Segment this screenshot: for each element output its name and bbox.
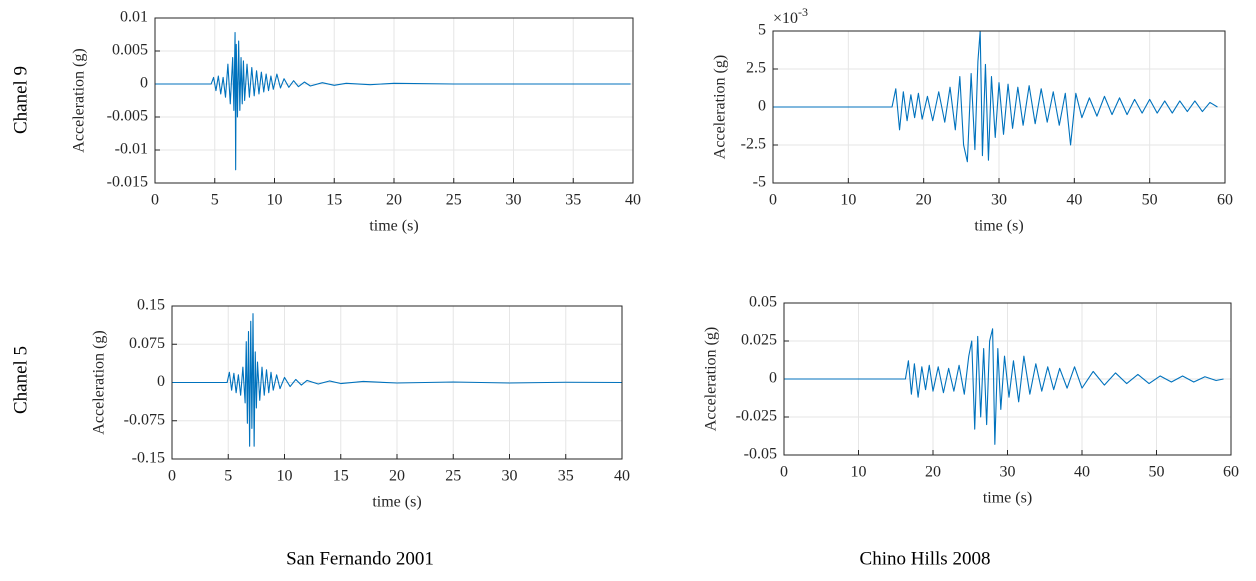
x-axis-label: time (s) bbox=[983, 490, 1032, 507]
y-axis-label: Acceleration (g) bbox=[71, 48, 88, 152]
x-tick-label: 50 bbox=[1142, 192, 1158, 209]
y-tick-label: -0.15 bbox=[132, 450, 165, 467]
y-exponent-base: ×10 bbox=[773, 10, 798, 27]
y-tick-label: -5 bbox=[753, 174, 766, 191]
x-tick-label: 0 bbox=[769, 192, 777, 209]
x-tick-label: 0 bbox=[168, 468, 176, 485]
x-tick-label: 25 bbox=[446, 192, 462, 209]
y-tick-label: -0.025 bbox=[736, 408, 777, 425]
y-tick-label: -2.5 bbox=[741, 136, 766, 153]
x-tick-label: 15 bbox=[326, 192, 342, 209]
column-label: San Fernando 2001 bbox=[286, 548, 434, 569]
y-tick-label: -0.075 bbox=[124, 411, 165, 428]
x-tick-label: 40 bbox=[1074, 464, 1090, 481]
y-tick-label: 0.025 bbox=[741, 332, 777, 349]
x-tick-label: 30 bbox=[506, 192, 522, 209]
x-axis-label: time (s) bbox=[372, 494, 421, 511]
y-tick-label: 5 bbox=[758, 22, 766, 39]
y-tick-label: 0.01 bbox=[120, 9, 148, 26]
row-label: Chanel 5 bbox=[10, 346, 31, 414]
x-tick-label: 35 bbox=[565, 192, 581, 209]
x-tick-label: 10 bbox=[840, 192, 856, 209]
y-axis-label: Acceleration (g) bbox=[712, 55, 729, 159]
y-tick-label: 0 bbox=[157, 373, 165, 390]
column-label: Chino Hills 2008 bbox=[860, 548, 991, 569]
y-tick-label: -0.005 bbox=[107, 108, 148, 125]
x-tick-label: 10 bbox=[277, 468, 293, 485]
y-tick-label: 0 bbox=[769, 370, 777, 387]
x-tick-label: 40 bbox=[614, 468, 630, 485]
x-tick-label: 50 bbox=[1149, 464, 1165, 481]
y-tick-label: 0 bbox=[140, 75, 148, 92]
x-tick-label: 60 bbox=[1217, 192, 1233, 209]
x-tick-label: 0 bbox=[780, 464, 788, 481]
x-tick-label: 20 bbox=[925, 464, 941, 481]
x-axis-label: time (s) bbox=[974, 218, 1023, 235]
x-tick-label: 20 bbox=[386, 192, 402, 209]
y-tick-label: 0.15 bbox=[137, 297, 165, 314]
x-tick-label: 5 bbox=[224, 468, 232, 485]
y-tick-label: -0.015 bbox=[107, 174, 148, 191]
y-tick-label: 0.05 bbox=[749, 294, 777, 311]
x-tick-label: 35 bbox=[558, 468, 574, 485]
x-tick-label: 60 bbox=[1223, 464, 1239, 481]
x-tick-label: 20 bbox=[389, 468, 405, 485]
x-tick-label: 30 bbox=[502, 468, 518, 485]
x-axis-label: time (s) bbox=[369, 218, 418, 235]
x-tick-label: 40 bbox=[625, 192, 641, 209]
y-exponent: ×10-3 bbox=[773, 5, 808, 27]
y-tick-label: 2.5 bbox=[746, 60, 766, 77]
x-tick-label: 30 bbox=[1000, 464, 1016, 481]
signal-line bbox=[784, 328, 1224, 445]
y-axis-label: Acceleration (g) bbox=[91, 330, 108, 434]
y-tick-label: 0 bbox=[758, 98, 766, 115]
y-tick-label: -0.05 bbox=[744, 446, 777, 463]
signal-line bbox=[773, 30, 1218, 163]
signal-line bbox=[155, 31, 631, 171]
x-tick-label: 40 bbox=[1066, 192, 1082, 209]
x-tick-label: 30 bbox=[991, 192, 1007, 209]
y-exponent-power: -3 bbox=[798, 5, 808, 19]
y-tick-label: -0.01 bbox=[115, 141, 148, 158]
y-tick-label: 0.005 bbox=[112, 42, 148, 59]
row-label: Chanel 9 bbox=[10, 66, 31, 134]
x-tick-label: 20 bbox=[916, 192, 932, 209]
signal-line bbox=[172, 313, 623, 447]
x-tick-label: 0 bbox=[151, 192, 159, 209]
x-tick-label: 10 bbox=[267, 192, 283, 209]
y-axis-label: Acceleration (g) bbox=[703, 327, 720, 431]
x-tick-label: 10 bbox=[851, 464, 867, 481]
y-tick-label: 0.075 bbox=[129, 335, 165, 352]
axes-box bbox=[171, 305, 623, 460]
axes-box bbox=[783, 302, 1232, 456]
x-tick-label: 25 bbox=[445, 468, 461, 485]
axes-box bbox=[154, 17, 634, 184]
x-tick-label: 5 bbox=[211, 192, 219, 209]
axes-box bbox=[772, 30, 1226, 184]
x-tick-label: 15 bbox=[333, 468, 349, 485]
